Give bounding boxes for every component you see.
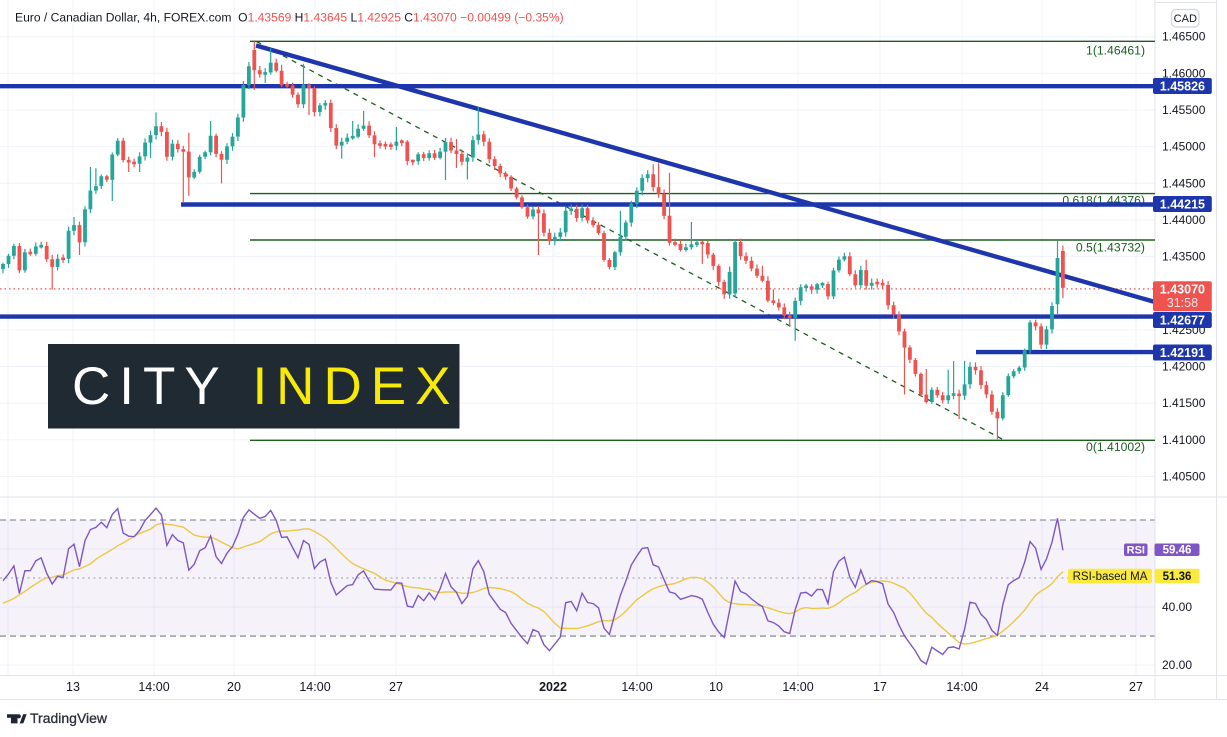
svg-text:20.00: 20.00 — [1162, 658, 1192, 672]
svg-text:0.5(1.43732): 0.5(1.43732) — [1076, 240, 1145, 254]
svg-text:TradingView: TradingView — [30, 710, 108, 726]
svg-text:1.44215: 1.44215 — [1160, 198, 1205, 212]
svg-text:RSI: RSI — [1127, 545, 1145, 557]
svg-text:14:00: 14:00 — [782, 680, 813, 694]
svg-text:1.44500: 1.44500 — [1162, 176, 1206, 190]
svg-text:31:58: 31:58 — [1167, 296, 1198, 310]
svg-text:CITY INDEX: CITY INDEX — [72, 357, 459, 416]
svg-text:1.43070: 1.43070 — [1160, 283, 1205, 297]
svg-text:2022: 2022 — [539, 680, 567, 694]
svg-text:1.45000: 1.45000 — [1162, 140, 1206, 154]
svg-text:59.46: 59.46 — [1163, 545, 1192, 557]
svg-text:1.41000: 1.41000 — [1162, 433, 1206, 447]
svg-text:1.46000: 1.46000 — [1162, 66, 1206, 80]
svg-text:RSI-based MA: RSI-based MA — [1073, 571, 1148, 583]
svg-text:20: 20 — [227, 680, 241, 694]
svg-text:1.40500: 1.40500 — [1162, 470, 1206, 484]
svg-text:1(1.46461): 1(1.46461) — [1086, 44, 1145, 58]
svg-text:13: 13 — [66, 680, 80, 694]
svg-text:27: 27 — [389, 680, 403, 694]
svg-text:CAD: CAD — [1174, 13, 1197, 25]
svg-text:1.41500: 1.41500 — [1162, 396, 1206, 410]
svg-text:1.43500: 1.43500 — [1162, 250, 1206, 264]
svg-text:1.42677: 1.42677 — [1160, 314, 1205, 328]
svg-text:1.42191: 1.42191 — [1160, 346, 1205, 360]
svg-text:40.00: 40.00 — [1162, 600, 1192, 614]
svg-text:1.45500: 1.45500 — [1162, 103, 1206, 117]
svg-text:17: 17 — [873, 680, 887, 694]
svg-text:14:00: 14:00 — [138, 680, 169, 694]
svg-text:14:00: 14:00 — [946, 680, 977, 694]
svg-text:27: 27 — [1129, 680, 1143, 694]
svg-text:1.42000: 1.42000 — [1162, 360, 1206, 374]
svg-text:1.44000: 1.44000 — [1162, 213, 1206, 227]
svg-text:24: 24 — [1035, 680, 1049, 694]
svg-text:14:00: 14:00 — [299, 680, 330, 694]
svg-text:Euro / Canadian Dollar, 4h, FO: Euro / Canadian Dollar, 4h, FOREX.com O1… — [15, 11, 564, 25]
svg-text:10: 10 — [709, 680, 723, 694]
svg-text:1.45826: 1.45826 — [1160, 80, 1205, 94]
svg-text:1.46500: 1.46500 — [1162, 30, 1206, 44]
svg-text:51.36: 51.36 — [1163, 571, 1192, 583]
svg-text:14:00: 14:00 — [621, 680, 652, 694]
svg-text:0(1.41002): 0(1.41002) — [1086, 440, 1145, 454]
